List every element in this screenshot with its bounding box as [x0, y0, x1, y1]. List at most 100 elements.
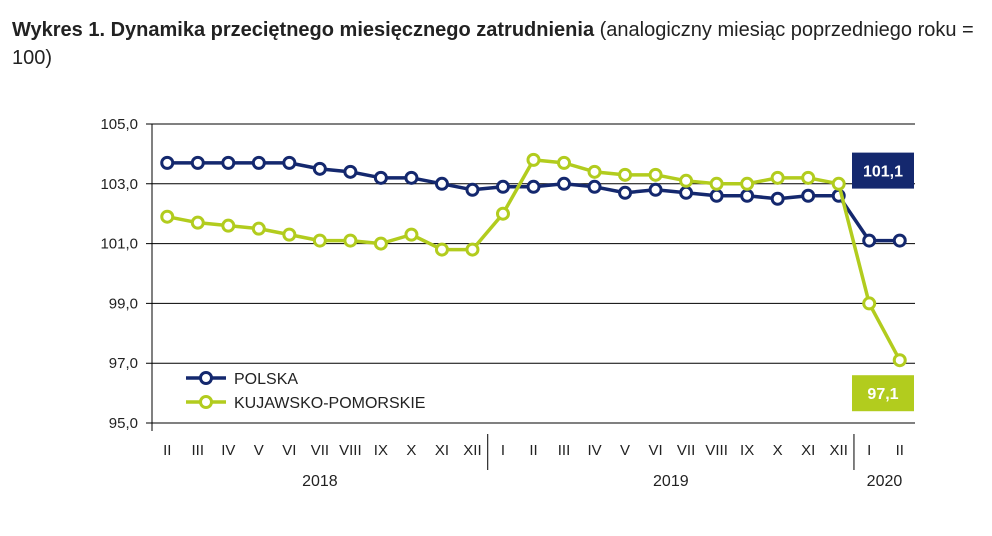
- data-point: [648, 167, 663, 182]
- year-label: 2020: [867, 473, 903, 490]
- chart-title-bold: Wykres 1. Dynamika przeciętnego miesięcz…: [12, 19, 595, 41]
- x-tick-label: IX: [740, 442, 754, 459]
- y-tick-label: 99,0: [109, 295, 138, 312]
- y-tick-label: 105,0: [100, 116, 138, 133]
- legend: POLSKA KUJAWSKO-POMORSKIE: [186, 371, 425, 412]
- legend-swatch-marker: [199, 395, 213, 409]
- data-point: [465, 242, 480, 257]
- legend-label: KUJAWSKO-POMORSKIE: [234, 395, 425, 412]
- data-point: [251, 155, 266, 170]
- x-tick-label: VIII: [339, 442, 362, 459]
- data-point: [740, 188, 755, 203]
- callout-box: [852, 375, 914, 412]
- data-point: [465, 182, 480, 197]
- data-point: [770, 191, 785, 206]
- data-point: [190, 155, 205, 170]
- data-point: [526, 179, 541, 194]
- x-tick-label: IV: [587, 442, 601, 459]
- x-tick-label: XI: [435, 442, 449, 459]
- data-point: [679, 173, 694, 188]
- chart-title: Wykres 1. Dynamika przeciętnego miesięcz…: [12, 16, 982, 72]
- x-tick-label: II: [896, 442, 904, 459]
- x-tick-label: V: [620, 442, 630, 459]
- data-point: [251, 221, 266, 236]
- x-tick-label: IV: [221, 442, 235, 459]
- data-point: [526, 152, 541, 167]
- data-point: [770, 170, 785, 185]
- x-tick-label: VII: [311, 442, 329, 459]
- x-tick-label: II: [529, 442, 537, 459]
- data-point: [557, 176, 572, 191]
- data-point: [648, 182, 663, 197]
- x-tick-label: III: [558, 442, 571, 459]
- y-tick-label: 103,0: [100, 176, 138, 193]
- x-tick-label: II: [163, 442, 171, 459]
- x-tick-label: X: [773, 442, 783, 459]
- gridlines: [146, 123, 915, 424]
- x-tick-label: VII: [677, 442, 695, 459]
- data-point: [587, 179, 602, 194]
- data-point: [892, 233, 907, 248]
- data-point: [495, 179, 510, 194]
- data-point: [434, 176, 449, 191]
- callout-label: 97,1: [867, 386, 898, 403]
- chart-title-subtitle: (analogiczny miesiąc poprzedniego roku =…: [12, 19, 974, 69]
- data-point: [862, 296, 877, 311]
- data-point: [892, 353, 907, 368]
- data-point: [343, 233, 358, 248]
- data-point: [801, 170, 816, 185]
- y-tick-label: 95,0: [109, 415, 138, 432]
- year-label: 2019: [653, 473, 689, 490]
- data-point: [404, 227, 419, 242]
- data-point: [862, 233, 877, 248]
- data-point: [221, 155, 236, 170]
- data-point: [679, 185, 694, 200]
- data-point: [557, 155, 572, 170]
- x-tick-label: I: [501, 442, 505, 459]
- data-point: [709, 176, 724, 191]
- data-point: [495, 206, 510, 221]
- year-label: 2018: [302, 473, 338, 490]
- data-point: [618, 167, 633, 182]
- data-point: [221, 218, 236, 233]
- data-point: [434, 242, 449, 257]
- y-tick-label: 97,0: [109, 355, 138, 372]
- x-tick-label: VIII: [705, 442, 728, 459]
- series-lines: [160, 152, 907, 368]
- x-tick-label: VI: [648, 442, 662, 459]
- callouts: 101,1 97,1: [852, 152, 914, 412]
- legend-label: POLSKA: [234, 371, 298, 388]
- legend-swatch-marker: [199, 371, 213, 385]
- data-point: [618, 185, 633, 200]
- x-tick-label: I: [867, 442, 871, 459]
- x-tick-label: XII: [463, 442, 481, 459]
- data-point: [160, 209, 175, 224]
- x-tick-label: X: [406, 442, 416, 459]
- data-point: [373, 236, 388, 251]
- data-point: [373, 170, 388, 185]
- x-tick-label: XII: [830, 442, 848, 459]
- data-point: [343, 164, 358, 179]
- series-line: [167, 161, 900, 243]
- data-point: [587, 164, 602, 179]
- data-point: [312, 233, 327, 248]
- data-point: [801, 188, 816, 203]
- callout-box: [852, 152, 914, 189]
- x-tick-label: IX: [374, 442, 388, 459]
- x-tick-label: III: [192, 442, 205, 459]
- y-tick-label: 101,0: [100, 236, 138, 253]
- data-point: [190, 215, 205, 230]
- data-point: [312, 161, 327, 176]
- data-point: [740, 176, 755, 191]
- x-tick-label: VI: [282, 442, 296, 459]
- callout-label: 101,1: [863, 164, 903, 181]
- data-point: [831, 176, 846, 191]
- x-tick-label: V: [254, 442, 264, 459]
- data-point: [282, 227, 297, 242]
- data-point: [160, 155, 175, 170]
- data-point: [404, 170, 419, 185]
- x-tick-label: XI: [801, 442, 815, 459]
- data-point: [282, 155, 297, 170]
